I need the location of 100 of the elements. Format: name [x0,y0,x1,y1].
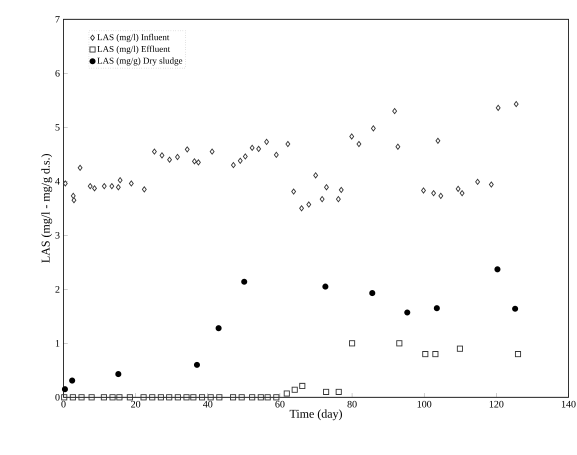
point [70,394,76,400]
point [160,152,164,158]
point [264,394,271,400]
point [313,172,318,178]
point [140,394,147,400]
point [396,340,402,346]
point [456,346,463,352]
point [514,101,519,108]
point [92,185,97,192]
point [264,138,269,145]
y-tick-label: 0 [55,394,60,401]
point [299,382,306,389]
point [72,197,76,204]
point [432,351,438,358]
point [152,148,157,155]
point [494,266,500,272]
point [306,201,312,208]
point [274,152,279,158]
point [438,192,444,199]
point [231,162,236,168]
point [421,187,426,194]
point [395,144,400,150]
point [78,394,85,400]
point [230,394,236,400]
point [338,186,344,193]
point [115,371,122,378]
point [299,205,304,212]
y-tick-label: 5 [56,124,60,131]
point [61,394,68,400]
point [322,284,328,290]
x-tick-label: 0 [61,400,66,408]
y-tick-label: 3 [55,232,60,239]
point [183,394,190,400]
point [184,146,190,152]
point [242,153,248,160]
legend-label: LAS (mg/l) Effluent [97,46,170,54]
point [88,183,93,190]
point [336,196,341,202]
point [196,159,201,166]
point [190,394,196,400]
point [116,184,121,190]
point [369,290,376,296]
point [392,108,398,114]
point [88,394,95,400]
point [69,378,76,384]
x-tick-label: 100 [418,400,432,408]
point [238,158,243,164]
x-tick-label: 20 [131,400,140,408]
x-tick-label: 40 [202,400,212,408]
point [241,278,248,285]
point [128,180,134,186]
point [142,186,147,192]
legend-label: LAS (mg/l) Influent [97,34,170,42]
point [434,305,440,312]
point [284,390,290,397]
point [404,309,410,316]
point [349,340,356,346]
point [249,394,256,400]
point [422,351,428,358]
point [431,190,436,196]
y-tick-label: 6 [55,70,60,77]
point [208,394,214,400]
point [62,180,68,186]
point [488,182,494,188]
point [126,394,133,400]
point [174,394,181,400]
point [250,144,255,151]
point [216,325,222,332]
point [62,386,68,392]
point [238,394,245,400]
point [496,104,501,111]
x-tick-label: 80 [347,400,357,408]
point [475,178,480,185]
x-axis-title: Time (day) [290,409,342,420]
point [436,138,440,144]
x-tick-label: 120 [490,400,504,408]
point [256,146,262,152]
point [460,190,464,196]
point [149,394,156,400]
point [118,177,123,184]
y-tick-label: 7 [56,16,60,23]
point [158,394,164,400]
x-tick-label: 60 [275,400,285,408]
point [323,388,330,395]
point [512,306,518,312]
point [292,386,298,393]
point [370,125,376,132]
point [258,394,264,400]
point [273,394,280,400]
point [166,394,172,400]
point [175,154,180,160]
point [167,156,172,163]
point [349,133,354,140]
point [514,351,522,358]
y-tick-label: 2 [55,286,60,293]
point [78,164,82,171]
point [194,362,200,368]
y-tick-label: 1 [56,340,60,347]
point [100,394,107,400]
point [109,183,114,190]
